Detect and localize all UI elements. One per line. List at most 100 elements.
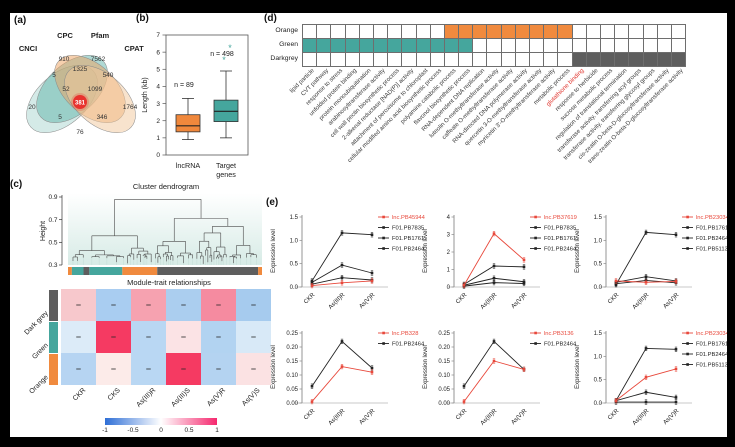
legend-label: F01.PB7835 (392, 226, 424, 232)
venn-diagram: CNCI CPC Pfam CPAT 20 910 7562 1764 5 13… (19, 31, 144, 136)
legend-label: lnc.PB37619 (544, 215, 577, 221)
y-axis-label: Expression level (575, 229, 581, 273)
panel-c-label: (c) (10, 179, 23, 190)
go-grid-cell (586, 39, 600, 52)
tick-label-text: As(V)S (241, 387, 262, 408)
legend-label: F01.PB1761 (696, 226, 727, 232)
x-tick-label: As(III)R (328, 292, 347, 311)
heatmap-cell (166, 353, 201, 385)
legend-label: lnc.PB3136 (544, 331, 574, 337)
x-tick-label: As(III)R (632, 408, 651, 427)
heatmap-cell (96, 321, 131, 353)
data-point-marker (674, 233, 678, 237)
go-grid-row-label: Orange (275, 27, 298, 34)
colorbar-tick-label: -1 (102, 427, 108, 434)
go-grid-cell (444, 39, 459, 52)
go-grid-cell (615, 39, 629, 52)
venn-count: 76 (76, 129, 84, 136)
data-point-marker (644, 281, 648, 284)
heatmap-colorbar (105, 418, 217, 425)
data-point-marker (492, 359, 496, 363)
go-grid-cell (501, 25, 515, 38)
go-grid-cell (331, 53, 345, 66)
go-grid-cell (572, 25, 586, 38)
go-grid-cell (487, 39, 501, 52)
n-label: n = 89 (174, 82, 194, 89)
y-tick-label: 0.00 (286, 401, 298, 407)
cluster-dendrogram: Cluster dendrogram Height 0.9 0.7 0.5 0.3 (40, 182, 262, 275)
data-point-marker (644, 231, 648, 234)
cell-value-smudge (111, 304, 116, 306)
cell-value-smudge (111, 368, 116, 370)
data-point-marker (522, 265, 526, 269)
y-tick-label: 0.05 (286, 387, 298, 393)
venn-count: 1764 (123, 104, 138, 111)
heatmap-cell (96, 353, 131, 385)
heatmap-cell (201, 321, 236, 353)
go-grid-cell (572, 53, 586, 66)
go-grid-cell (359, 25, 373, 38)
y-tick-label: 5 (156, 66, 160, 73)
go-grid-cell (373, 39, 388, 52)
go-grid-cell (373, 25, 388, 38)
go-grid-cell (430, 25, 444, 38)
cell-value-smudge (216, 304, 221, 306)
x-tick-label: CKR (303, 408, 317, 422)
legend-marker (382, 236, 385, 240)
y-tick-label: 3 (447, 233, 451, 239)
heatmap-cell (201, 353, 236, 385)
y-tick-label: 3 (156, 101, 160, 108)
legend-marker (534, 342, 537, 345)
cell-value-smudge (251, 336, 256, 338)
go-grid-cell (671, 39, 686, 52)
heatmap-cell (131, 289, 166, 321)
y-tick-label: 0.10 (286, 373, 298, 379)
legend-marker (534, 226, 537, 229)
data-point-marker (492, 281, 496, 284)
y-tick-label: 7 (156, 32, 160, 39)
legend-label: F01.PB1761 (696, 342, 727, 348)
go-grid-cell (317, 53, 331, 66)
heatmap-title: Module-trait relationships (127, 278, 211, 287)
y-axis-label: Expression level (423, 229, 429, 273)
go-grid-cell (643, 53, 657, 66)
go-grid-cell (530, 53, 544, 66)
go-grid-cell (643, 25, 657, 38)
x-tick-label: As(III)R (632, 292, 651, 311)
venn-set-label-cpat: CPAT (124, 44, 144, 53)
x-tick-label: CKR (607, 292, 621, 306)
heatmap-cell (236, 353, 271, 385)
venn-count: 540 (103, 72, 114, 79)
y-tick-label: 2 (156, 118, 160, 125)
go-grid-cell (373, 53, 388, 66)
go-grid-cell (572, 39, 586, 52)
go-grid-cell (586, 25, 600, 38)
heatmap-cell (236, 321, 271, 353)
data-point-marker (340, 276, 344, 279)
x-tick-label: As(V)R (662, 292, 680, 310)
data-point-marker (370, 271, 374, 275)
module-bar-segment (83, 267, 90, 275)
y-tick-label: 1.0 (290, 238, 299, 244)
cell-value-smudge (76, 336, 81, 338)
legend-label: F01.PB2464 (392, 342, 425, 348)
x-tick-label: As(III)R (328, 408, 347, 427)
y-tick-label: 2 (447, 250, 451, 256)
x-tick-label: As(V)R (510, 292, 528, 310)
x-tick-label: As(V)R (662, 408, 680, 426)
go-grid-cell (487, 25, 501, 38)
figure-canvas: (a) CNCI CPC Pfam CPAT 20 910 7562 1764 … (10, 13, 727, 437)
go-grid-cell (388, 25, 402, 38)
data-point-marker (674, 280, 678, 283)
module-strip (49, 321, 58, 353)
legend-label: F01.PB2464 (544, 342, 577, 348)
legend-marker (534, 215, 537, 219)
panel-b-label: (b) (136, 13, 149, 24)
cell-value-smudge (146, 368, 151, 370)
legend-label: F01.PB7835 (544, 226, 576, 232)
tick-label-text: Dark grey (23, 310, 50, 337)
data-point-marker (644, 275, 648, 279)
go-grid-cell (416, 39, 430, 52)
go-grid-cell (544, 39, 558, 52)
x-category-label: Target (216, 161, 236, 170)
